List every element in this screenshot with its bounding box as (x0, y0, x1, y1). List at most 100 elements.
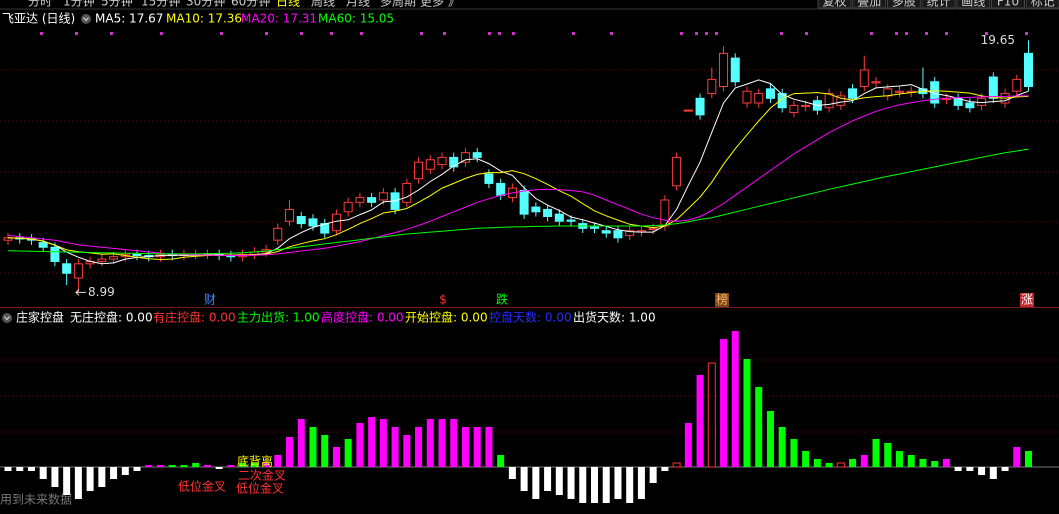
candle-body (484, 173, 494, 184)
event-badge[interactable] (715, 293, 729, 307)
indicator-bar (696, 375, 704, 467)
period-tab[interactable]: 月线 (346, 0, 370, 9)
indicator-bar (532, 467, 540, 499)
signal-dot (488, 32, 491, 35)
period-tab[interactable]: 15分钟 (141, 0, 180, 9)
indicator-bar (63, 467, 71, 495)
tool-label[interactable]: 画线 (961, 0, 985, 9)
candle-body (625, 230, 635, 236)
indicator-bar (156, 465, 164, 467)
indicator-bar (4, 467, 12, 471)
indicator-bar (966, 467, 974, 471)
candle-body (296, 216, 306, 225)
indicator-bar (766, 411, 774, 467)
indicator-bar (989, 467, 997, 479)
tool-label[interactable]: 多股 (892, 0, 916, 9)
annotation: 低位金叉 (236, 481, 284, 496)
candle-body (331, 213, 341, 232)
indicator-bar (309, 427, 317, 467)
candle-body (3, 237, 13, 241)
indicator-bar (379, 419, 387, 467)
tool-button[interactable] (1025, 0, 1059, 9)
indicator-bar (954, 467, 962, 471)
tool-button[interactable] (991, 0, 1025, 9)
indicator-bar (391, 427, 399, 467)
candle-body (730, 57, 740, 83)
collapse-icon[interactable] (2, 313, 12, 323)
event-marker[interactable]: $ (439, 293, 447, 307)
signal-dot (512, 32, 515, 35)
candle-body (50, 246, 60, 262)
indicator-bar (39, 467, 47, 479)
candle-body (871, 81, 881, 84)
candle-body (73, 263, 83, 279)
tool-label[interactable]: 统计 (927, 0, 951, 9)
period-tab[interactable]: 5分钟 (101, 0, 133, 9)
indicator-bar (227, 465, 235, 467)
period-tab[interactable]: 1分钟 (63, 0, 95, 9)
period-tab[interactable]: 更多 》 (420, 0, 460, 9)
chevron (83, 17, 89, 22)
period-tab[interactable]: 分时 (28, 0, 52, 9)
signal-dot (360, 32, 363, 35)
tool-label[interactable]: F10 (997, 0, 1019, 9)
legend-item: MA60: 15.05 (318, 12, 394, 26)
period-tab[interactable]: 周线 (311, 0, 335, 9)
tool-button[interactable] (886, 0, 921, 9)
event-marker[interactable]: 榜 (716, 292, 728, 307)
event-marker[interactable]: 财 (204, 293, 216, 307)
collapse-icon[interactable] (81, 14, 91, 24)
candle-body (437, 156, 447, 166)
period-tab[interactable]: 多周期 (380, 0, 416, 9)
candle-body (719, 52, 729, 87)
tool-label[interactable]: 复权 (822, 0, 846, 9)
event-marker[interactable]: 涨 (1021, 292, 1033, 307)
indicator-bar (1025, 451, 1033, 467)
indicator-bar (133, 467, 141, 471)
candle-body (1024, 52, 1034, 87)
signal-dot (695, 32, 698, 35)
period-tab[interactable]: 60分钟 (231, 0, 270, 9)
signal-dot (870, 32, 873, 35)
indicator-bar (626, 467, 634, 503)
annotation: 底背离 (237, 454, 273, 469)
period-tab[interactable]: 日线 (276, 0, 300, 9)
legend-item: 出货天数: 1.00 (573, 310, 656, 325)
indicator-bar (813, 459, 821, 467)
indicator-bar (755, 387, 763, 467)
candle-body (355, 197, 365, 203)
legend-item: 开始控盘: 0.00 (405, 310, 488, 325)
signal-dot (895, 32, 898, 35)
indicator-bar (849, 459, 857, 467)
signal-dot (680, 32, 683, 35)
indicator-bar (321, 435, 329, 467)
candle-body (414, 161, 424, 180)
tool-label[interactable]: 标记 (1031, 0, 1055, 9)
candle-body (824, 93, 834, 109)
indicator-bar (836, 462, 845, 468)
candle-body (62, 263, 72, 274)
candle-body (472, 152, 482, 158)
candle-body (543, 208, 553, 218)
signal-dot (925, 32, 928, 35)
signal-dot (572, 32, 575, 35)
tool-button[interactable] (921, 0, 956, 9)
ma-line (7, 90, 1029, 261)
indicator-bar (485, 427, 493, 467)
period-tab[interactable]: 30分钟 (186, 0, 225, 9)
indicator-bar (567, 467, 575, 499)
indicator-bar (825, 463, 833, 467)
event-badge[interactable] (1020, 293, 1034, 307)
indicator-bar (27, 467, 35, 471)
indicator-bar (919, 459, 927, 467)
tool-button[interactable] (817, 0, 852, 9)
tool-button[interactable] (956, 0, 991, 9)
candle-body (601, 230, 611, 234)
candle-body (648, 227, 658, 231)
tool-label[interactable]: 叠加 (857, 0, 881, 9)
event-marker[interactable]: 跌 (496, 292, 508, 307)
legend-item: MA20: 17.31 (241, 12, 317, 26)
candle-body (402, 182, 412, 203)
tool-button[interactable] (852, 0, 887, 9)
